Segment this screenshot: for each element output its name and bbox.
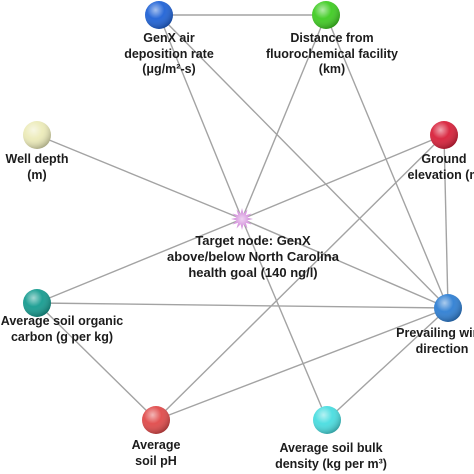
edge-genx_air-target xyxy=(158,14,243,220)
edge-distance-wind xyxy=(325,14,449,309)
edge-soil_organic-soil_ph xyxy=(36,302,157,421)
label-soil-ph: Average soil pH xyxy=(120,438,192,469)
node-genx_air-shading xyxy=(145,1,173,29)
node-bulk_density[interactable] xyxy=(313,406,341,434)
node-wind[interactable] xyxy=(434,294,462,322)
label-well-depth: Well depth (m) xyxy=(0,152,74,183)
label-target-node-line-2: above/below North Carolina xyxy=(167,249,339,264)
node-target-glow xyxy=(235,212,249,226)
node-wind-shading xyxy=(434,294,462,322)
label-genx-air-line-3: (μg/m²-s) xyxy=(142,62,196,76)
edge-soil_organic-wind xyxy=(36,302,449,309)
label-genx-air: GenX air deposition rate (μg/m²-s) xyxy=(94,31,244,78)
node-bulk_density-shading xyxy=(313,406,341,434)
label-well-depth-line-1: Well depth xyxy=(5,152,69,166)
edge-target-soil_organic xyxy=(36,218,243,304)
label-soil-ph-line-2: soil pH xyxy=(135,453,177,468)
label-soil-ph-line-1: Average xyxy=(131,438,181,452)
node-soil_ph[interactable] xyxy=(142,406,170,434)
label-soil-bulk-density-line-1: Average soil bulk xyxy=(279,441,383,455)
label-target-node: Target node: GenX above/below North Caro… xyxy=(158,233,348,281)
edge-target-bulk_density xyxy=(241,218,328,421)
edges-layer xyxy=(36,14,449,421)
label-prevailing-wind-line-2: direction xyxy=(415,341,469,356)
node-distance[interactable] xyxy=(312,1,340,29)
node-soil_organic[interactable] xyxy=(23,289,51,317)
label-well-depth-line-2: (m) xyxy=(27,167,47,182)
node-target[interactable] xyxy=(231,208,253,230)
label-ground-elevation-line-2: elevation (m xyxy=(407,167,474,182)
edge-ground_elev-target xyxy=(241,134,445,220)
label-soil-bulk-density: Average soil bulk density (kg per m³) xyxy=(256,441,406,472)
label-distance: Distance from fluorochemical facility (k… xyxy=(250,31,414,78)
node-distance-shading xyxy=(312,1,340,29)
label-soil-organic-carbon: Average soil organic carbon (g per kg) xyxy=(0,314,140,345)
edge-wind-bulk_density xyxy=(326,307,449,421)
node-well_depth-shading xyxy=(23,121,51,149)
edge-ground_elev-wind xyxy=(443,134,449,309)
label-genx-air-line-1: GenX air xyxy=(143,31,195,45)
label-distance-line-3: (km) xyxy=(318,62,346,76)
label-soil-bulk-density-line-2: density (kg per m³) xyxy=(275,456,387,471)
label-prevailing-wind: Prevailing wind direction xyxy=(382,326,474,357)
edge-genx_air-wind xyxy=(158,14,449,309)
node-well_depth[interactable] xyxy=(23,121,51,149)
label-target-node-line-1: Target node: GenX xyxy=(195,233,311,248)
label-soil-organic-carbon-line-2: carbon (g per kg) xyxy=(10,329,114,344)
label-distance-line-1: Distance from xyxy=(290,31,374,45)
edge-ground_elev-soil_ph xyxy=(155,134,445,421)
nodes-layer xyxy=(23,1,462,434)
node-ground_elev-shading xyxy=(430,121,458,149)
label-genx-air-line-2: deposition rate xyxy=(124,46,214,61)
label-target-node-line-3: health goal (140 ng/l) xyxy=(188,265,318,280)
edge-target-wind xyxy=(241,218,449,309)
node-genx_air[interactable] xyxy=(145,1,173,29)
node-soil_ph-shading xyxy=(142,406,170,434)
node-ground_elev[interactable] xyxy=(430,121,458,149)
label-ground-elevation: Ground elevation (m xyxy=(396,152,474,183)
edge-well_depth-target xyxy=(36,134,243,220)
label-prevailing-wind-line-1: Prevailing wind xyxy=(396,326,474,340)
edge-distance-target xyxy=(241,14,327,220)
label-soil-organic-carbon-line-1: Average soil organic xyxy=(0,314,124,328)
edge-wind-soil_ph xyxy=(155,307,449,421)
label-ground-elevation-line-1: Ground xyxy=(421,152,467,166)
node-soil_organic-shading xyxy=(23,289,51,317)
label-distance-line-2: fluorochemical facility xyxy=(266,46,398,61)
